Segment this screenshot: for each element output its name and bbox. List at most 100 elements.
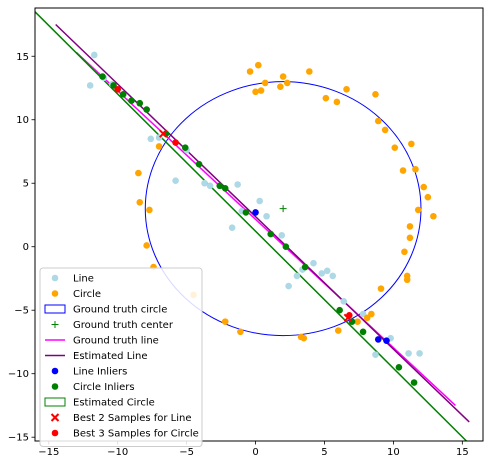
line-point	[416, 350, 423, 357]
circle-point	[221, 318, 229, 325]
legend-entry-best-3-samples-for-circle: Best 3 Samples for Circle	[51, 429, 199, 440]
x-tick-label: −10	[107, 447, 128, 458]
circle-point	[374, 117, 382, 125]
best-2-samples-for-line-point	[343, 313, 353, 323]
x-tick-label: −15	[38, 447, 59, 458]
line-point	[405, 350, 412, 357]
y-tick-label: 10	[16, 115, 29, 126]
circle-inliers-point	[410, 379, 418, 386]
circle-point	[377, 285, 385, 292]
legend-label: Circle Inliers	[73, 382, 135, 393]
circle-inliers-point	[136, 99, 144, 107]
y-tick-label: 5	[23, 179, 29, 190]
legend-marker	[44, 304, 66, 314]
circle-point	[420, 183, 428, 191]
line-point	[201, 179, 208, 187]
circle-point	[403, 276, 411, 284]
circle-point	[408, 140, 415, 148]
legend-label: Line Inliers	[73, 367, 127, 378]
circle-point	[399, 167, 407, 174]
y-tick-label: −5	[14, 306, 29, 317]
circle-point	[354, 318, 361, 325]
circle-point	[155, 143, 163, 150]
circle-point	[237, 328, 244, 336]
y-tick: 5	[23, 179, 35, 190]
line-point	[86, 82, 94, 89]
line-inliers-point	[252, 209, 259, 216]
circle-inliers-point	[143, 106, 150, 113]
line-point	[147, 135, 155, 143]
legend-marker	[51, 290, 59, 297]
line-point	[285, 282, 292, 290]
x-tick: 5	[321, 441, 328, 458]
circle-point	[414, 206, 422, 214]
legend-label: Estimated Line	[73, 351, 148, 362]
ground-truth-line-series	[75, 51, 456, 406]
circle-point	[412, 165, 419, 173]
legend-box	[39, 267, 203, 447]
y-axis-ticks: −15 −10 −5 0 5 10 15	[8, 52, 35, 444]
legend-entry-circle-inliers: Circle Inliers	[51, 382, 135, 393]
circle-inliers-point	[181, 144, 189, 151]
best-3-samples-for-circle-point	[172, 139, 179, 146]
circle-point	[306, 68, 313, 75]
x-tick-label: 15	[456, 447, 469, 458]
circle-inliers-point	[128, 97, 135, 104]
circle-point	[135, 169, 142, 177]
x-tick: 10	[387, 441, 400, 458]
circle-point	[279, 73, 287, 80]
circle-point	[406, 234, 414, 242]
legend: Line Circle Ground truth circle Ground trut…	[39, 267, 203, 447]
circle-point	[136, 198, 144, 206]
legend-label: Ground truth line	[73, 336, 159, 347]
line-point	[310, 259, 317, 267]
legend-marker	[50, 413, 60, 422]
y-tick: 15	[16, 52, 35, 63]
ground-truth-center-marker	[279, 205, 287, 213]
circle-point	[143, 242, 150, 249]
line-point	[372, 351, 379, 358]
line-inliers-series	[252, 209, 390, 344]
line-point	[234, 181, 241, 188]
lines-layer	[35, 11, 470, 441]
ground-truth-line-green-series	[35, 11, 467, 441]
line-point	[90, 51, 98, 59]
points-layer	[86, 51, 437, 386]
line-point	[228, 224, 236, 231]
y-tick-label: −10	[8, 369, 29, 380]
circle-inliers-point	[336, 306, 343, 314]
circle-point	[430, 212, 437, 220]
y-tick: −5	[14, 306, 35, 317]
line-point	[318, 270, 326, 277]
x-tick-label: 10	[387, 447, 400, 458]
circle-point	[334, 327, 342, 334]
legend-entry-ground-truth-center: Ground truth center	[51, 320, 174, 331]
circle-inliers-point	[267, 230, 275, 238]
x-tick-label: −5	[179, 447, 194, 458]
line-point	[172, 177, 179, 184]
y-tick: −10	[8, 369, 35, 380]
legend-entry-circle: Circle	[51, 289, 101, 300]
circle-point	[391, 144, 399, 151]
y-tick: 10	[16, 115, 35, 126]
y-tick-label: 15	[16, 52, 29, 63]
best-3-samples-for-circle-point	[114, 85, 122, 93]
circle-point	[381, 126, 389, 134]
circle-series	[135, 61, 437, 342]
circle-point	[424, 193, 432, 201]
legend-marker	[51, 367, 59, 375]
y-tick: 0	[23, 242, 35, 253]
line-inliers-point	[383, 337, 390, 344]
circle-inliers-point	[99, 73, 106, 80]
circle-point	[261, 79, 269, 87]
legend-label: Line	[73, 274, 94, 285]
circle-inliers-point	[301, 263, 309, 271]
circle-inliers-point	[282, 243, 290, 251]
circle-point	[333, 98, 341, 106]
circle-inliers-point	[221, 185, 229, 192]
legend-marker	[44, 397, 66, 407]
circle-point	[283, 79, 291, 87]
legend-label: Estimated Circle	[73, 398, 155, 409]
best-2-samples-for-line-point	[158, 129, 168, 138]
